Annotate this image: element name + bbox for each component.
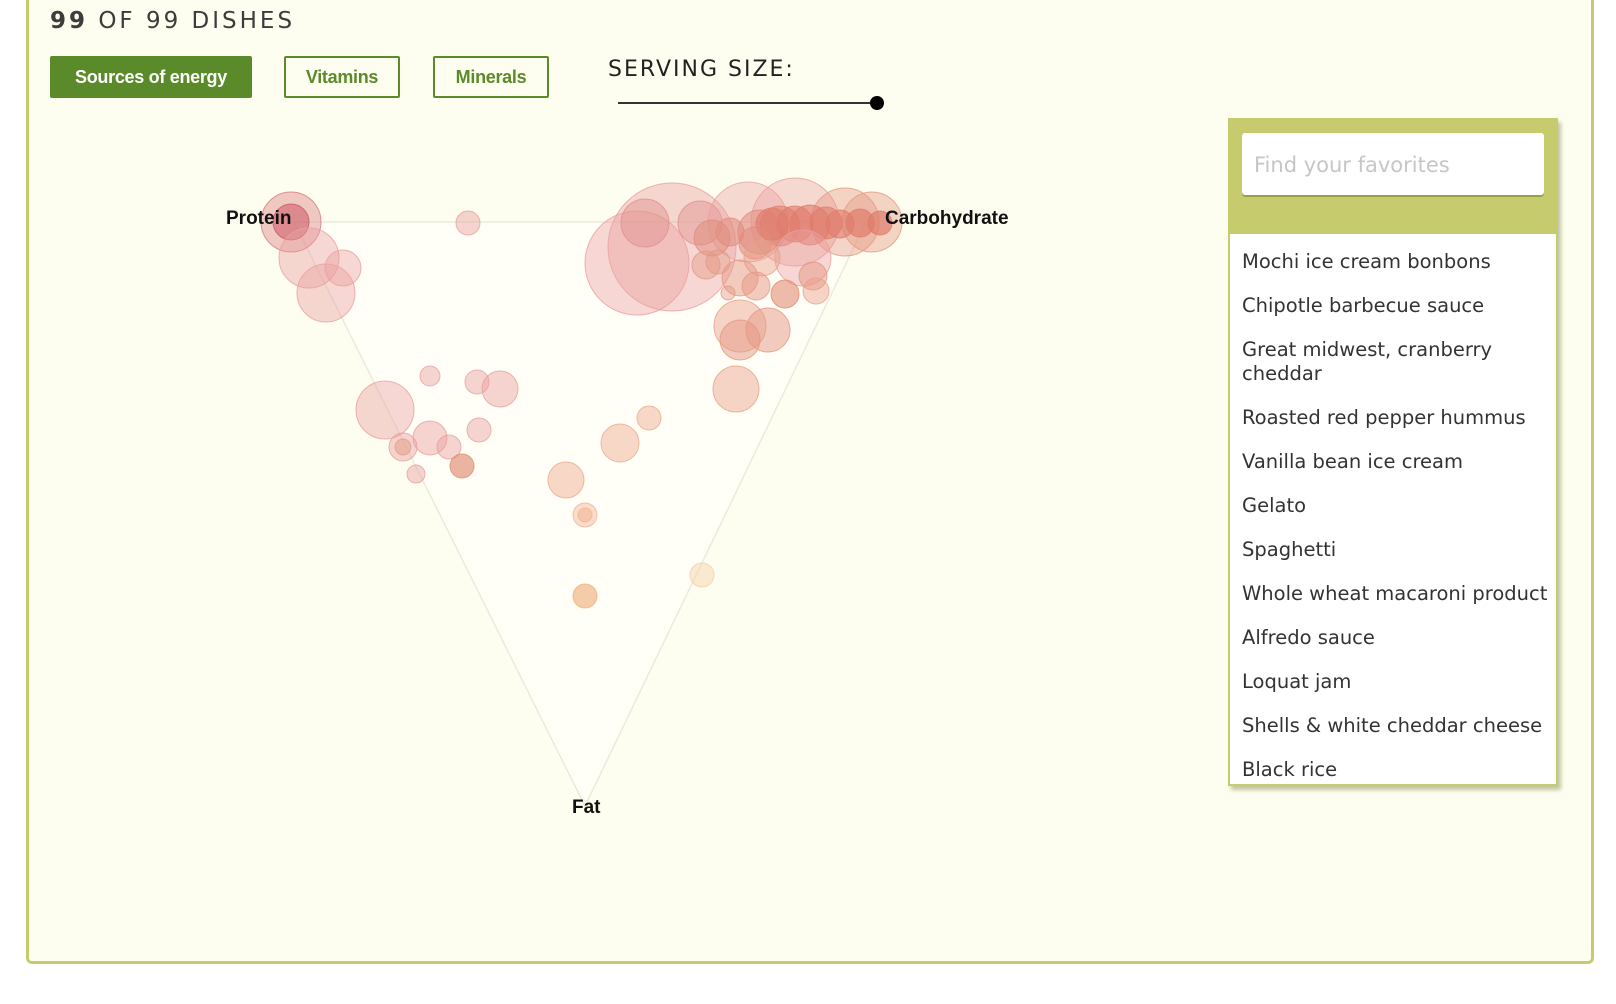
dish-bubble[interactable] <box>802 277 830 305</box>
dish-bubble[interactable] <box>741 271 771 301</box>
dish-count-text: OF 99 DISHES <box>88 8 296 34</box>
favorite-item[interactable]: Whole wheat macaroni product <box>1242 582 1548 605</box>
axis-label-carbohydrate: Carbohydrate <box>885 208 1009 229</box>
dish-bubble[interactable] <box>436 434 462 460</box>
favorite-item[interactable]: Alfredo sauce <box>1242 626 1375 649</box>
favorites-list: Mochi ice cream bonbons Chipotle barbecue… <box>1230 234 1556 784</box>
dish-bubble[interactable] <box>355 380 415 440</box>
favorite-item[interactable]: Black rice <box>1242 758 1338 781</box>
favorite-item[interactable]: Great midwest, cranberry cheddar <box>1242 338 1493 385</box>
dish-bubble[interactable] <box>738 226 772 260</box>
dish-bubble[interactable] <box>620 198 670 248</box>
finder-header <box>1230 120 1556 234</box>
dish-bubble[interactable] <box>449 453 475 479</box>
dish-bubble[interactable] <box>406 464 426 484</box>
axis-label-fat: Fat <box>572 797 601 818</box>
dish-bubble[interactable] <box>770 279 800 309</box>
favorite-item[interactable]: Shells & white cheddar cheese <box>1242 714 1543 737</box>
tab-vitamins[interactable]: Vitamins <box>284 56 400 98</box>
dish-count-number: 99 <box>50 8 89 34</box>
serving-size-label: SERVING SIZE: <box>608 57 795 82</box>
dish-bubble[interactable] <box>464 369 490 395</box>
dish-bubble[interactable] <box>689 562 715 588</box>
dish-bubble[interactable] <box>572 583 598 609</box>
favorite-item[interactable]: Spaghetti <box>1242 538 1337 561</box>
dish-bubble[interactable] <box>296 263 356 323</box>
dish-bubble[interactable] <box>547 461 585 499</box>
dish-bubble[interactable] <box>867 210 893 236</box>
search-input[interactable] <box>1242 133 1544 197</box>
bubble-layer <box>260 177 903 609</box>
tab-sources-of-energy[interactable]: Sources of energy <box>50 56 252 98</box>
dish-bubble[interactable] <box>272 203 310 241</box>
favorite-item[interactable]: Roasted red pepper hummus <box>1242 406 1526 429</box>
favorite-item[interactable]: Mochi ice cream bonbons <box>1242 250 1491 273</box>
favorite-item[interactable]: Vanilla bean ice cream <box>1242 450 1464 473</box>
dish-bubble[interactable] <box>466 417 492 443</box>
serving-size-slider-handle[interactable] <box>870 96 884 110</box>
dish-bubble[interactable] <box>481 370 519 408</box>
axis-label-protein: Protein <box>226 208 291 229</box>
dish-bubble[interactable] <box>577 507 593 523</box>
dish-bubble[interactable] <box>705 249 731 275</box>
dish-bubble[interactable] <box>636 405 662 431</box>
favorites-finder: Mochi ice cream bonbons Chipotle barbecue… <box>1228 118 1558 786</box>
serving-size-slider-track[interactable] <box>618 102 876 104</box>
dish-bubble[interactable] <box>719 319 761 361</box>
dish-bubble[interactable] <box>278 227 340 289</box>
dish-bubble[interactable] <box>394 438 412 456</box>
dish-bubble[interactable] <box>584 210 690 316</box>
dish-bubble[interactable] <box>412 420 448 456</box>
favorite-item[interactable]: Loquat jam <box>1242 670 1352 693</box>
tab-minerals[interactable]: Minerals <box>433 56 549 98</box>
dish-bubble[interactable] <box>419 365 441 387</box>
dish-bubble[interactable] <box>712 365 760 413</box>
dish-bubble[interactable] <box>600 423 640 463</box>
favorite-item[interactable]: Chipotle barbecue sauce <box>1242 294 1485 317</box>
dish-bubble[interactable] <box>455 210 481 236</box>
favorite-item[interactable]: Gelato <box>1242 494 1307 517</box>
dish-bubble[interactable] <box>324 249 362 287</box>
dish-count: 99 OF 99 DISHES <box>50 8 295 34</box>
dish-bubble[interactable] <box>720 285 736 301</box>
